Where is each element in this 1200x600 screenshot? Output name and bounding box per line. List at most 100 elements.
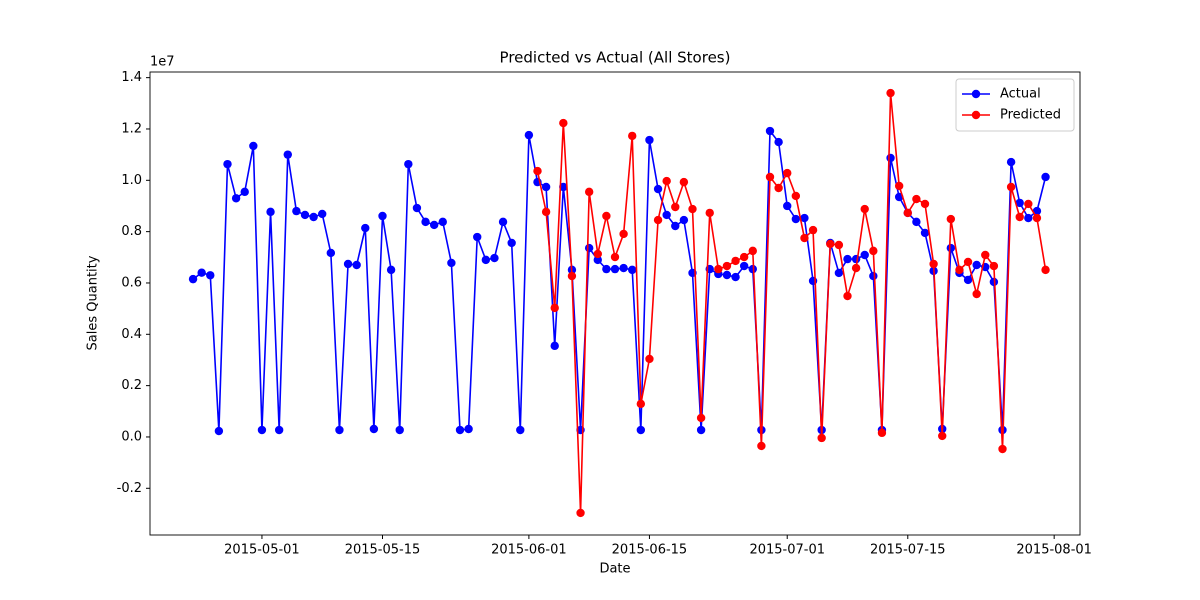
legend-box: [955, 78, 1075, 132]
marker: [963, 257, 973, 267]
marker: [473, 232, 482, 242]
y-tick-label: 1.0: [121, 173, 142, 188]
marker: [404, 159, 413, 169]
marker: [576, 508, 585, 518]
marker: [696, 413, 706, 423]
marker: [274, 425, 284, 435]
marker: [645, 135, 654, 145]
marker: [817, 433, 826, 443]
marker: [920, 199, 930, 209]
marker: [843, 291, 852, 301]
marker: [326, 248, 336, 258]
marker: [783, 201, 792, 211]
marker: [748, 246, 757, 256]
marker: [748, 264, 757, 274]
marker: [429, 220, 439, 230]
marker: [602, 264, 611, 274]
marker: [1041, 265, 1050, 275]
marker: [240, 187, 249, 197]
marker: [662, 210, 671, 220]
marker: [507, 238, 516, 248]
marker: [464, 424, 473, 434]
legend-marker: [971, 89, 981, 99]
marker: [619, 229, 628, 239]
x-tick-label: 2015-08-01: [1016, 543, 1092, 558]
legend-label: Actual: [1000, 87, 1041, 102]
chart-title: Predicted vs Actual (All Stores): [500, 49, 731, 67]
marker: [541, 182, 551, 192]
marker: [688, 204, 697, 214]
marker: [722, 261, 732, 271]
marker: [628, 265, 637, 275]
y-tick-label: 0.4: [121, 327, 142, 342]
marker: [757, 441, 766, 451]
x-tick-label: 2015-06-01: [491, 543, 567, 558]
marker: [886, 153, 895, 163]
marker: [412, 203, 422, 213]
marker: [593, 255, 602, 265]
marker: [1006, 182, 1016, 192]
marker: [1015, 198, 1024, 208]
marker: [843, 254, 852, 264]
x-axis-label: Date: [599, 562, 630, 577]
marker: [714, 264, 723, 274]
marker: [972, 260, 981, 270]
marker: [998, 444, 1007, 454]
y-tick-label: 0.2: [121, 378, 142, 393]
marker: [774, 137, 783, 147]
marker: [524, 130, 534, 140]
marker: [765, 172, 775, 182]
legend: Actual Predicted: [955, 78, 1075, 132]
marker: [851, 263, 861, 273]
marker: [421, 217, 430, 227]
marker: [266, 207, 275, 217]
marker: [696, 425, 706, 435]
marker: [912, 194, 921, 204]
marker: [800, 213, 809, 223]
marker: [963, 275, 973, 285]
marker: [257, 425, 267, 435]
marker: [1032, 213, 1042, 223]
marker: [636, 399, 646, 409]
marker: [955, 265, 964, 275]
marker: [283, 150, 292, 159]
marker: [645, 354, 654, 364]
marker: [593, 249, 602, 259]
line: [192, 128, 1047, 432]
marker: [559, 118, 568, 128]
marker: [309, 212, 318, 222]
marker: [671, 202, 680, 212]
marker: [567, 271, 577, 281]
marker: [972, 289, 981, 299]
marker: [584, 243, 594, 253]
marker: [903, 208, 912, 218]
marker: [981, 250, 990, 260]
marker: [679, 177, 689, 187]
marker: [343, 259, 353, 269]
marker: [989, 261, 999, 271]
marker: [550, 341, 559, 351]
x-tick-label: 2015-05-01: [224, 543, 300, 558]
legend-label: Predicted: [1000, 108, 1061, 123]
marker: [826, 239, 835, 249]
marker: [946, 243, 956, 253]
marker: [197, 268, 206, 277]
marker: [653, 215, 663, 225]
marker: [739, 252, 749, 262]
marker: [481, 255, 491, 265]
marker: [628, 131, 637, 141]
marker: [791, 191, 801, 201]
marker: [188, 274, 198, 284]
marker: [378, 211, 387, 221]
x-tick-label: 2015-07-01: [749, 543, 825, 558]
marker: [705, 208, 714, 218]
marker: [877, 428, 887, 438]
y-tick-label: 1.2: [121, 121, 142, 136]
y-tick-label: 0.6: [121, 275, 142, 290]
marker: [860, 250, 869, 260]
marker: [249, 141, 258, 151]
y-axis-label: Sales Quantity: [86, 255, 101, 350]
marker: [516, 425, 525, 435]
y-tick-label: 1.4: [121, 70, 142, 85]
y-offset-label: 1e7: [150, 55, 175, 70]
